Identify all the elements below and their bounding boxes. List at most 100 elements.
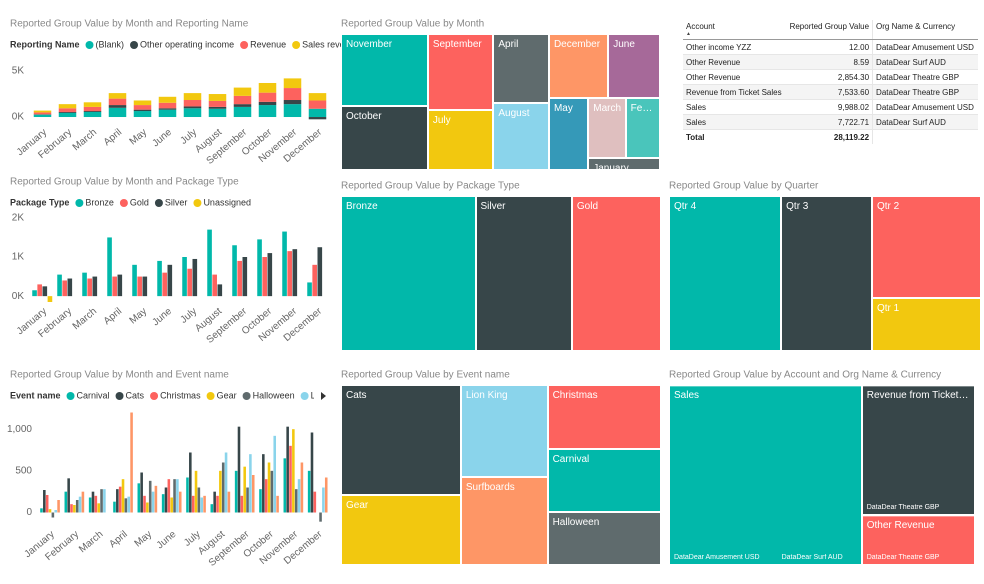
bar — [234, 470, 238, 513]
treemap-tile: Qtr 4 — [669, 196, 782, 351]
legend-swatch — [206, 392, 215, 400]
bar — [307, 282, 312, 297]
bar — [287, 251, 292, 297]
bar — [137, 276, 142, 297]
bar — [186, 477, 189, 513]
bar-segment — [308, 108, 327, 118]
bar-segment — [258, 92, 277, 102]
org-cell: DataDear Theatre GBP — [872, 84, 978, 100]
legend-swatch — [85, 41, 94, 49]
bar-segment — [58, 112, 77, 118]
org-cell: DataDear Surf AUD — [872, 54, 978, 70]
legend-label: Gold — [130, 197, 149, 207]
legend-label: Halloween — [253, 390, 295, 400]
bar-segment — [233, 104, 252, 107]
bar-segment — [83, 111, 102, 112]
column-header-text: Org Name & Currency — [876, 22, 956, 31]
bar-segment — [283, 88, 302, 101]
subtile-label: DataDear Surf AUD — [781, 554, 843, 561]
bar — [173, 479, 176, 513]
y-tick-label: 0K — [12, 291, 25, 302]
bar-segment — [283, 100, 302, 105]
bar — [176, 479, 179, 513]
bar — [57, 274, 62, 297]
bar — [161, 494, 165, 513]
column-header: Reported Group Value — [785, 20, 874, 40]
legend-swatch — [130, 41, 139, 49]
bar — [237, 426, 241, 513]
bar-segment — [83, 111, 102, 118]
bar — [262, 454, 265, 513]
bar-segment — [33, 112, 52, 115]
bar — [237, 260, 242, 297]
bar-segment — [283, 78, 302, 89]
bar — [87, 278, 92, 297]
bar — [73, 505, 76, 513]
column-header: Org Name & Currency — [872, 20, 978, 40]
data-table: Account ▲ Reported Group Value Org Name & C… — [683, 20, 978, 144]
treemap-subtile: DataDear Theatre GBP — [862, 386, 974, 514]
bar-segment — [183, 108, 202, 118]
value-cell: 12.00 — [785, 39, 874, 55]
tile-label: Christmas — [552, 390, 598, 401]
bar — [130, 412, 133, 513]
bar — [319, 512, 322, 522]
subtile-label: DataDear Theatre GBP — [866, 553, 940, 561]
bar — [203, 495, 206, 513]
legend-label: Sales revenue — [302, 39, 360, 49]
bar — [88, 497, 92, 513]
legend-swatch — [66, 392, 75, 400]
bar — [282, 231, 287, 297]
bar-segment — [133, 111, 152, 118]
legend-next-arrow[interactable] — [321, 392, 326, 400]
bar-segment — [158, 102, 177, 109]
y-tick-label: 500 — [15, 465, 32, 476]
bar-segment — [33, 110, 52, 113]
tile-label: Qtr 1 — [876, 303, 900, 315]
column-header-text: Reported Group Value — [789, 22, 870, 31]
x-tick-label: May — [128, 127, 150, 148]
chart-title: Reported Group Value by Month and Report… — [10, 19, 249, 30]
account-cell: Revenue from Ticket Sales — [683, 84, 786, 100]
bar — [227, 491, 231, 513]
bar — [313, 491, 317, 513]
bar — [167, 264, 173, 297]
bar — [142, 276, 148, 297]
treemap-tile: July — [427, 109, 494, 170]
treemap-tile: December — [548, 34, 609, 98]
bar — [137, 483, 141, 513]
bar — [154, 485, 158, 513]
y-tick-label: 0K — [12, 112, 25, 123]
org-cell: DataDear Amusement USD — [872, 99, 978, 115]
bar-segment — [58, 108, 77, 112]
bar-segment — [183, 93, 202, 101]
legend-swatch — [119, 199, 128, 207]
tile-label: Surfboards — [465, 482, 515, 494]
bar — [47, 296, 53, 302]
account-cell: Other Revenue — [683, 54, 786, 70]
bar — [81, 491, 85, 513]
bar — [178, 491, 182, 513]
chart-title: Reported Group Value by Month — [341, 19, 484, 30]
bar — [264, 479, 268, 513]
value-cell: 9,988.02 — [785, 99, 874, 115]
chart-title: Reported Group Value by Event name — [341, 370, 510, 381]
tile-label: Halloween — [552, 517, 600, 529]
bar-segment — [233, 95, 252, 105]
bar-segment — [58, 104, 77, 109]
treemap-tile: April — [493, 34, 549, 104]
group-label: Sales — [674, 390, 700, 401]
bar — [294, 489, 298, 513]
legend-swatch — [154, 199, 163, 207]
treemap-tile: Lion King — [460, 385, 548, 478]
bar — [273, 435, 277, 513]
treemap-tile: Christmas — [547, 385, 661, 449]
legend-swatch — [193, 199, 202, 207]
chart-title: Reported Group Value by Package Type — [341, 181, 520, 192]
bar — [216, 495, 219, 513]
bar-segment — [108, 105, 127, 108]
value-cell: 2,854.30 — [785, 69, 874, 85]
bar — [217, 284, 223, 297]
